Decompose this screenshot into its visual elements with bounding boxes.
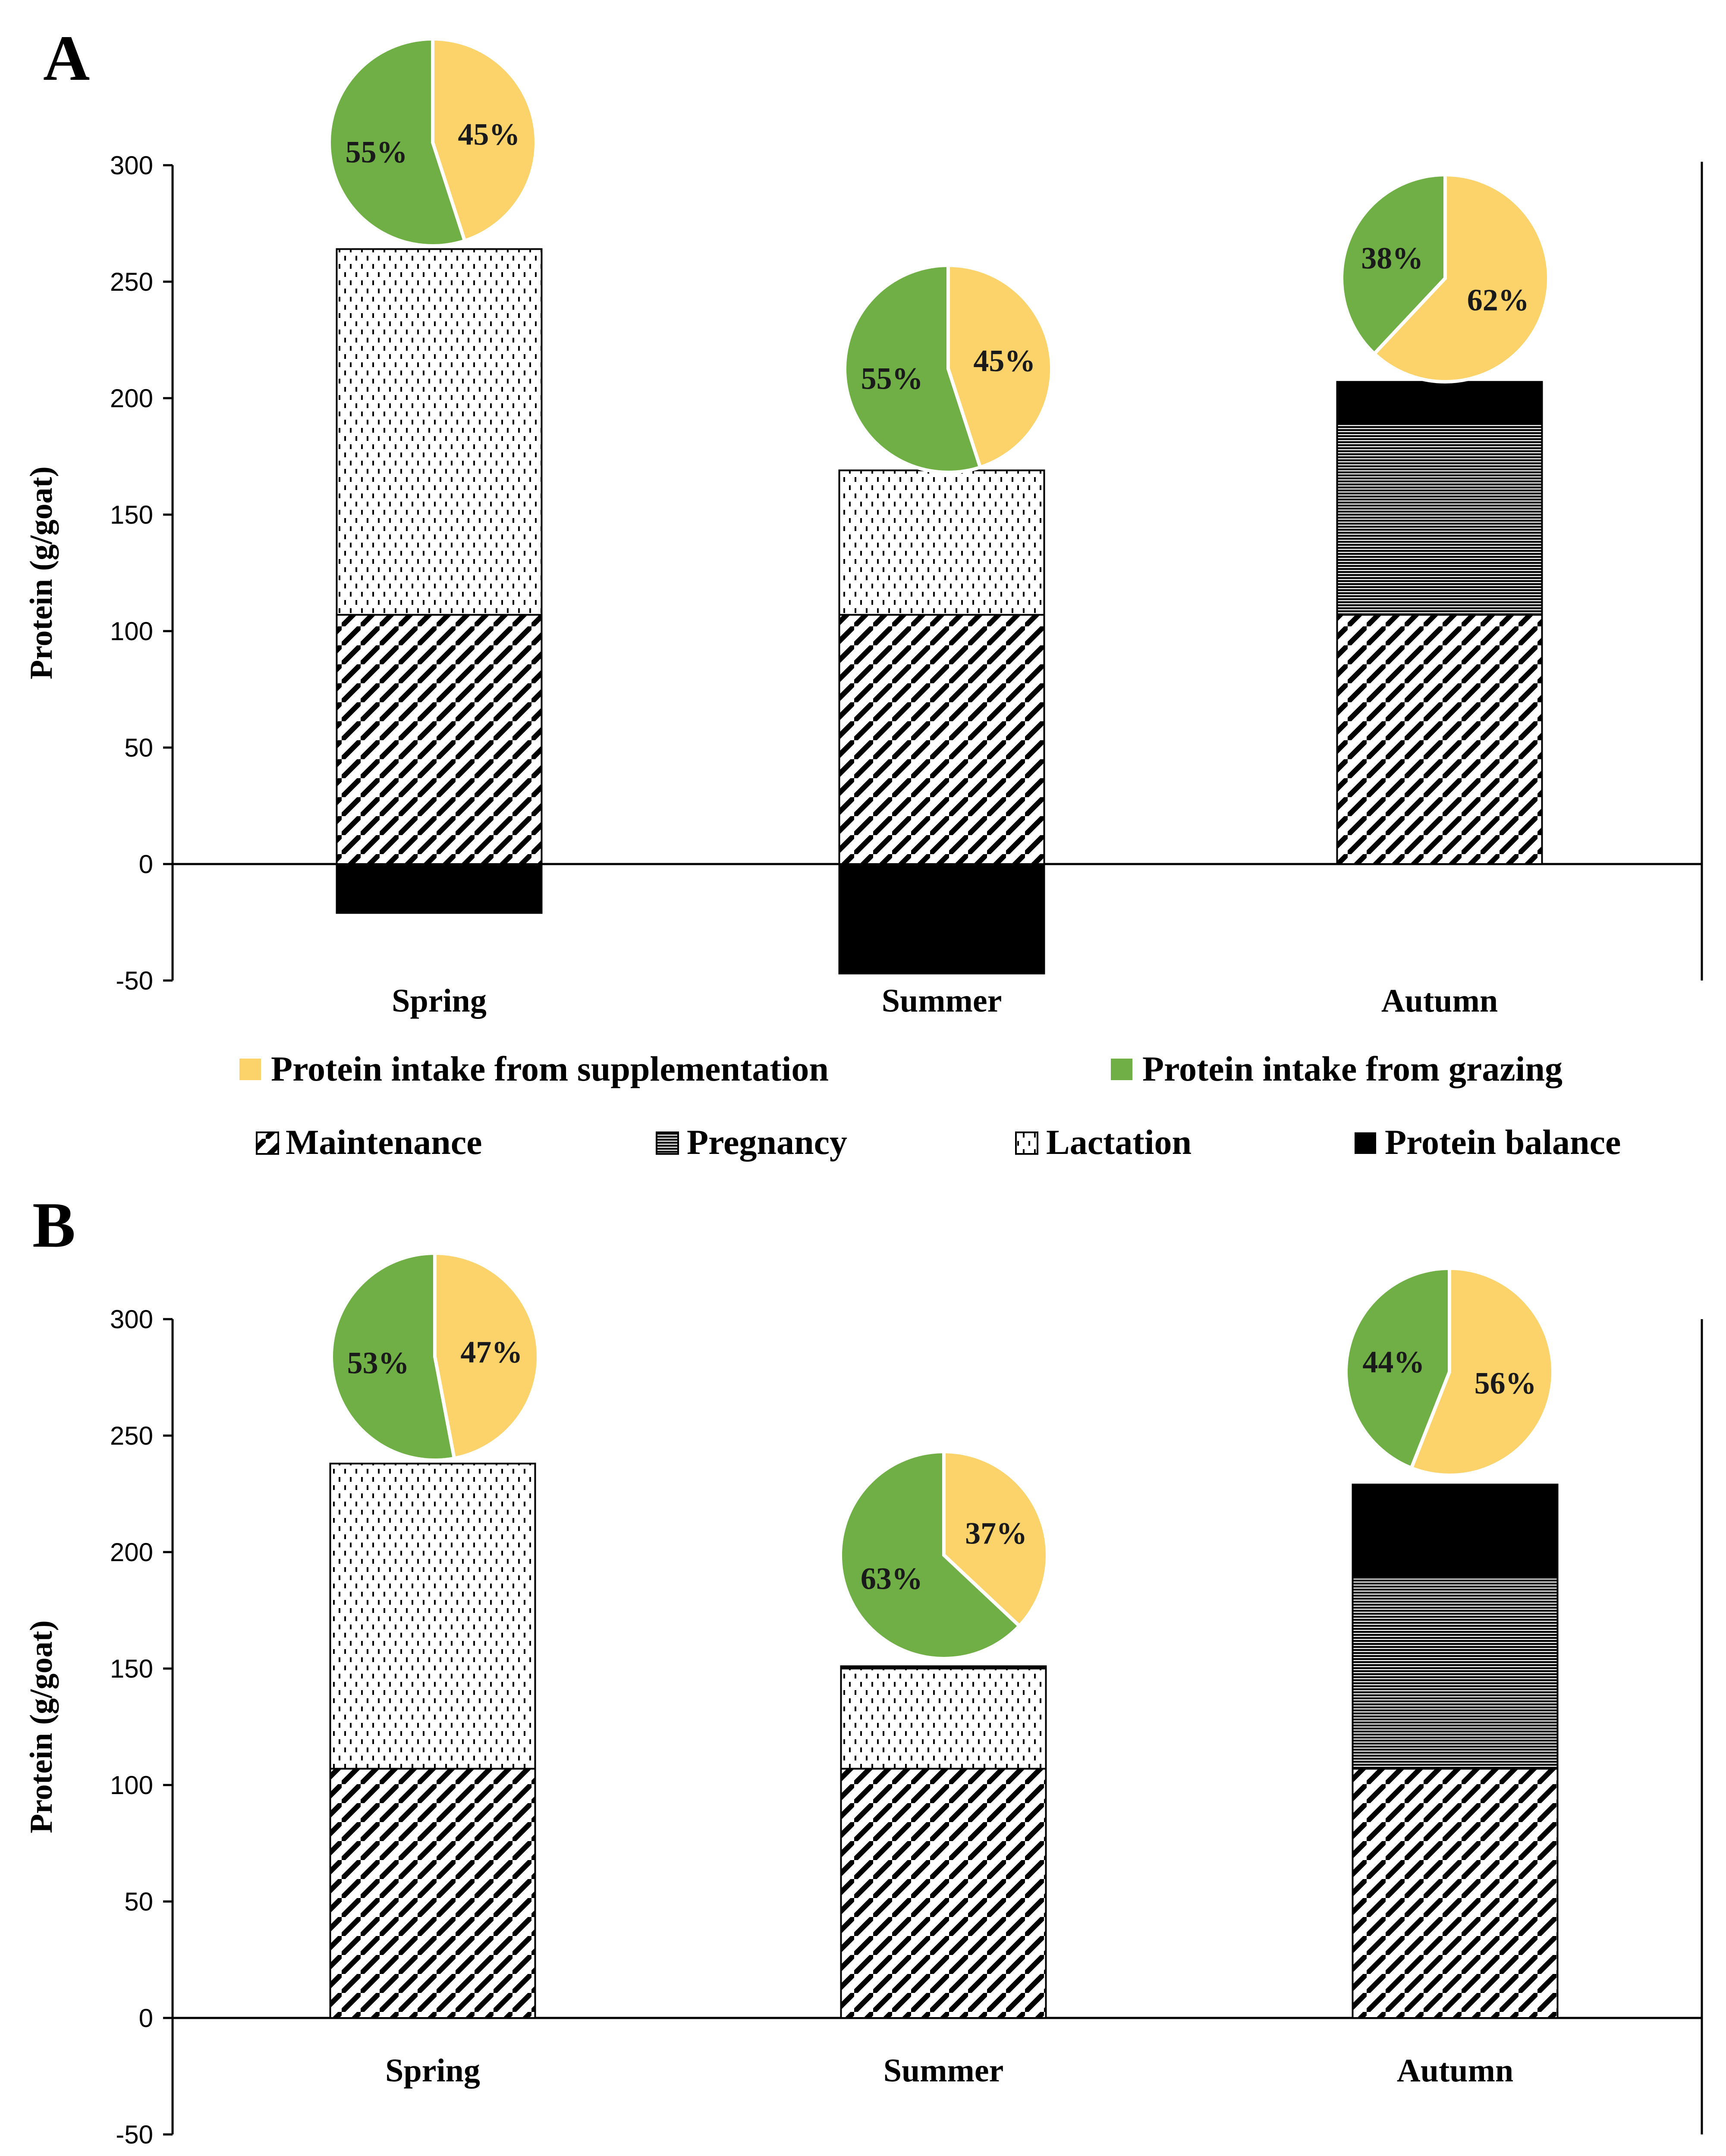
panel-a-plot: -50 0 50 100 150 200 250 300 Protein (g/goat) Spr…: [24, 37, 1703, 1019]
bar-segment-maintenance: [1352, 1768, 1559, 2019]
pie-slice-supplementation: [1372, 173, 1550, 383]
y-tick-label: -50: [116, 966, 153, 995]
bar-segment-maintenance: [840, 1768, 1047, 2019]
pie-label-grazing: 63%: [861, 1561, 923, 1596]
pie-slice-grazing: [1340, 173, 1447, 356]
y-tick-label: 300: [110, 1305, 153, 1334]
panel-b-letter: B: [32, 1189, 75, 1261]
pie-label-supplementation: 56%: [1474, 1366, 1537, 1401]
legend: Protein intake from supplementation Prot…: [239, 1049, 1621, 1162]
bar-segment-pregnancy: [1336, 423, 1543, 616]
bar-segment-protein-balance: [336, 863, 543, 914]
category-label: Spring: [392, 983, 487, 1019]
legend-supplementation-swatch: [239, 1059, 261, 1080]
pie-label-grazing: 44%: [1362, 1345, 1424, 1379]
pie-label-supplementation: 45%: [973, 343, 1035, 378]
y-axis-title: Protein (g/goat): [24, 1620, 59, 1833]
legend-supplementation-label: Protein intake from supplementation: [271, 1049, 829, 1088]
legend-maintenance-label: Maintenance: [286, 1122, 482, 1162]
pie-label-supplementation: 45%: [458, 117, 520, 151]
pie-slice-supplementation: [431, 37, 538, 243]
legend-pregnancy-swatch: [656, 1131, 679, 1155]
pie-label-grazing: 38%: [1361, 241, 1423, 275]
y-tick-label: -50: [116, 2120, 153, 2149]
bar-segment-protein-balance: [1352, 1483, 1559, 1579]
category-label: Summer: [883, 2052, 1004, 2089]
bar-segment-maintenance: [336, 614, 543, 865]
pie-slice-grazing: [330, 1251, 456, 1462]
bar-segment-lactation: [840, 1668, 1047, 1770]
y-tick-label: 150: [110, 500, 153, 529]
y-tick-label: 0: [139, 2004, 153, 2033]
pie-label-grazing: 53%: [347, 1345, 409, 1380]
bar-segment-protein-balance: [1336, 381, 1543, 425]
category-label: Autumn: [1381, 983, 1498, 1019]
bar-segment-protein-balance: [840, 1665, 1047, 1670]
legend-lactation-swatch: [1015, 1131, 1038, 1155]
pie-slice-grazing: [327, 37, 467, 248]
legend-grazing-label: Protein intake from grazing: [1142, 1049, 1563, 1088]
category-label: Spring: [385, 2052, 480, 2089]
category-label: Autumn: [1397, 2052, 1513, 2089]
y-tick-label: 250: [110, 1421, 153, 1450]
pie-label-grazing: 55%: [861, 361, 923, 396]
y-tick-label: 100: [110, 1771, 153, 1800]
y-tick-label: 200: [110, 384, 153, 413]
y-tick-label: 300: [110, 151, 153, 180]
pie-slice-grazing: [1344, 1266, 1451, 1471]
bar-segment-pregnancy: [1352, 1577, 1559, 1770]
legend-balance-label: Protein balance: [1385, 1122, 1621, 1162]
y-tick-label: 0: [139, 850, 153, 879]
panel-b: B -50 0 50 100 150 200 250 300 Protein (g/goat) S…: [24, 1189, 1703, 2149]
pie-slice-supplementation: [433, 1251, 540, 1461]
category-label: Summer: [882, 983, 1002, 1019]
pie-label-supplementation: 37%: [965, 1516, 1027, 1551]
legend-maintenance-swatch: [256, 1131, 279, 1155]
y-tick-label: 150: [110, 1654, 153, 1683]
pie-slice-grazing: [839, 1449, 1022, 1660]
y-tick-label: 250: [110, 267, 153, 296]
y-tick-label: 50: [124, 1887, 153, 1916]
pie-slice-supplementation: [942, 1449, 1049, 1628]
bar-segment-maintenance: [329, 1768, 536, 2019]
legend-lactation-label: Lactation: [1046, 1122, 1192, 1162]
bar-segment-maintenance: [1336, 614, 1543, 865]
legend-pregnancy-label: Pregnancy: [687, 1122, 847, 1162]
pie-slice-supplementation: [1409, 1266, 1555, 1477]
y-tick-label: 100: [110, 617, 153, 646]
pie-label-supplementation: 47%: [460, 1335, 522, 1370]
bar-segment-lactation: [329, 1462, 536, 1770]
y-tick-label: 200: [110, 1538, 153, 1567]
panel-b-plot: -50 0 50 100 150 200 250 300 Protein (g/goat) Spr…: [24, 1251, 1703, 2149]
y-axis-title: Protein (g/goat): [24, 466, 59, 679]
bar-segment-lactation: [336, 248, 543, 616]
bar-segment-lactation: [838, 469, 1045, 616]
pie-label-supplementation: 62%: [1467, 283, 1529, 317]
bar-segment-protein-balance: [838, 863, 1045, 974]
pie-slice-supplementation: [946, 263, 1053, 470]
legend-balance-swatch: [1355, 1132, 1376, 1154]
pie-label-grazing: 55%: [346, 135, 408, 170]
legend-grazing-swatch: [1111, 1059, 1132, 1080]
panel-a-letter: A: [43, 22, 90, 94]
bar-segment-maintenance: [838, 614, 1045, 865]
pie-slice-grazing: [843, 263, 983, 474]
panel-a: A -50 0 50 100 150 200 250 300 Protein (g/goat) S…: [24, 22, 1703, 1019]
y-tick-label: 50: [124, 733, 153, 762]
